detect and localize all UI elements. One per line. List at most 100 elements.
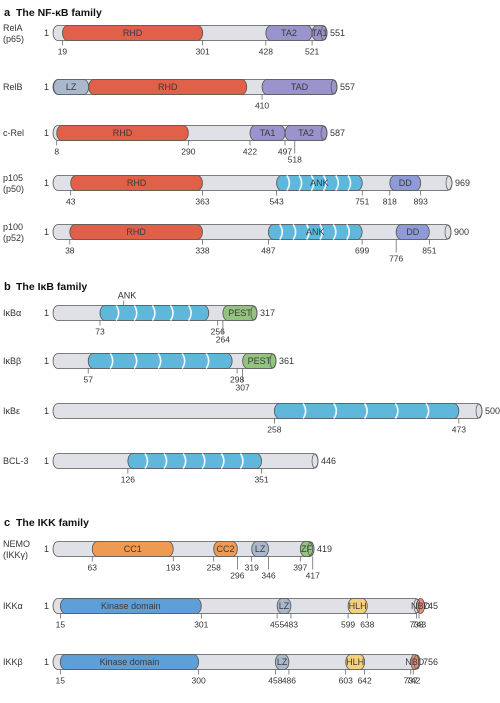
domain-label: PEST <box>228 308 252 318</box>
residue-label: 8 <box>54 147 59 157</box>
domain-rhd: RHD <box>69 224 203 240</box>
ank-repeat-divider <box>187 305 192 321</box>
residue-label: 43 <box>66 197 76 207</box>
domain-tad: TA1 <box>312 25 328 41</box>
section-title: The IKK family <box>16 517 89 529</box>
domain-nbd: NBD <box>405 654 425 670</box>
bar-end-cap <box>320 125 328 141</box>
domain-hlh: HLH <box>347 598 368 614</box>
ank-repeat-divider <box>279 224 284 240</box>
section-letter: c <box>4 517 10 529</box>
bar-end-cap <box>307 541 315 557</box>
protein-name: (p65) <box>3 34 24 44</box>
domain-rhd: RHD <box>62 25 204 41</box>
domain-rhd: RHD <box>56 125 189 141</box>
residue-label: 397 <box>293 563 307 573</box>
domain-ank <box>87 353 233 369</box>
protein-row: BCL-3 1 446 126 351 <box>3 453 336 485</box>
ank-repeat-divider <box>163 453 168 469</box>
domain-tad: TAD <box>261 79 338 95</box>
top-domain-label: ANK <box>118 291 137 301</box>
ank-repeat-divider <box>151 305 156 321</box>
domain-tad: TA2 <box>265 25 313 41</box>
domain-label: DD <box>399 178 412 188</box>
residue-label: 638 <box>360 620 374 630</box>
residue-label: 57 <box>83 375 93 385</box>
ank-repeat-divider <box>239 453 244 469</box>
protein-length: 969 <box>455 178 470 188</box>
residue-label: 256 <box>211 327 225 337</box>
bar-end-cap <box>330 79 338 95</box>
ank-repeat-divider <box>220 453 225 469</box>
bar-end-cap <box>445 175 453 191</box>
domain-label: DD <box>406 227 419 237</box>
ank-repeat-divider <box>332 224 337 240</box>
protein-name: (p52) <box>3 233 24 243</box>
section-c: c The IKK family NEMO(IKKγ) 1 CC1 CC2 LZ ZF 419 6… <box>3 517 438 686</box>
residue-label: 264 <box>216 335 230 345</box>
section-letter: a <box>4 7 11 19</box>
domain-lz: LZ <box>276 598 292 614</box>
ank-repeat-divider <box>182 453 187 469</box>
domain-box <box>274 654 290 670</box>
protein-length: 587 <box>330 128 345 138</box>
ank-repeat-divider <box>298 175 303 191</box>
domain-ank <box>99 305 210 321</box>
bar-end-cap <box>413 598 421 614</box>
domain-box <box>213 541 238 557</box>
residue-label: 351 <box>254 475 268 485</box>
protein-length: 756 <box>423 657 438 667</box>
domain-label: LZ <box>255 544 266 554</box>
domain-ank <box>127 453 262 469</box>
residue-label: 126 <box>121 475 135 485</box>
residue-label: 15 <box>56 676 66 686</box>
section-title: The IκB family <box>16 281 87 293</box>
protein-name: RelA <box>3 23 23 33</box>
protein-length: 745 <box>423 601 438 611</box>
residue-label: 363 <box>195 197 209 207</box>
protein-length: 419 <box>317 544 332 554</box>
protein-length: 557 <box>340 82 355 92</box>
residue-label: 301 <box>194 620 208 630</box>
residue-label: 15 <box>56 620 66 630</box>
domain-hlh: HLH <box>345 654 366 670</box>
protein-row: p105(p50) 1 RHD ANK DD 969 43 363 543 751 818 893 <box>3 173 470 207</box>
domain-label: TA1 <box>312 28 328 38</box>
domain-label: TA1 <box>260 128 276 138</box>
domain-label: NBD <box>411 601 431 611</box>
domain-box <box>251 541 269 557</box>
ank-repeat-divider <box>333 403 338 419</box>
protein-name: p100 <box>3 222 23 232</box>
domain-box <box>56 125 189 141</box>
protein-name: IκBα <box>3 308 21 318</box>
residue-label: 417 <box>306 571 320 581</box>
domain-label: TA2 <box>298 128 314 138</box>
domain-label: LZ <box>277 657 288 667</box>
residue-label: 818 <box>383 197 397 207</box>
ank-repeat-divider <box>115 305 120 321</box>
residue-label: 473 <box>452 425 466 435</box>
ank-repeat-divider <box>169 305 174 321</box>
residue-label: 483 <box>284 620 298 630</box>
residue-label: 599 <box>341 620 355 630</box>
domain-box <box>88 79 248 95</box>
protein-row: IκBε 1 500 258 473 <box>3 403 500 435</box>
domain-ank: ANK <box>276 175 363 191</box>
domain-box <box>70 175 203 191</box>
ank-repeat-divider <box>319 224 324 240</box>
domain-dd: DD <box>389 175 422 191</box>
domain-label: Kinase domain <box>100 657 160 667</box>
protein-name: NEMO <box>3 539 30 549</box>
residue-label: 851 <box>422 246 436 256</box>
domain-label: Kinase domain <box>101 601 161 611</box>
domain-label: RHD <box>158 82 178 92</box>
ank-repeat-divider <box>347 175 352 191</box>
ank-repeat-divider <box>394 403 399 419</box>
domain-rhd: RHD <box>88 79 248 95</box>
domain-label: RHD <box>123 28 143 38</box>
start-residue: 1 <box>44 28 49 38</box>
